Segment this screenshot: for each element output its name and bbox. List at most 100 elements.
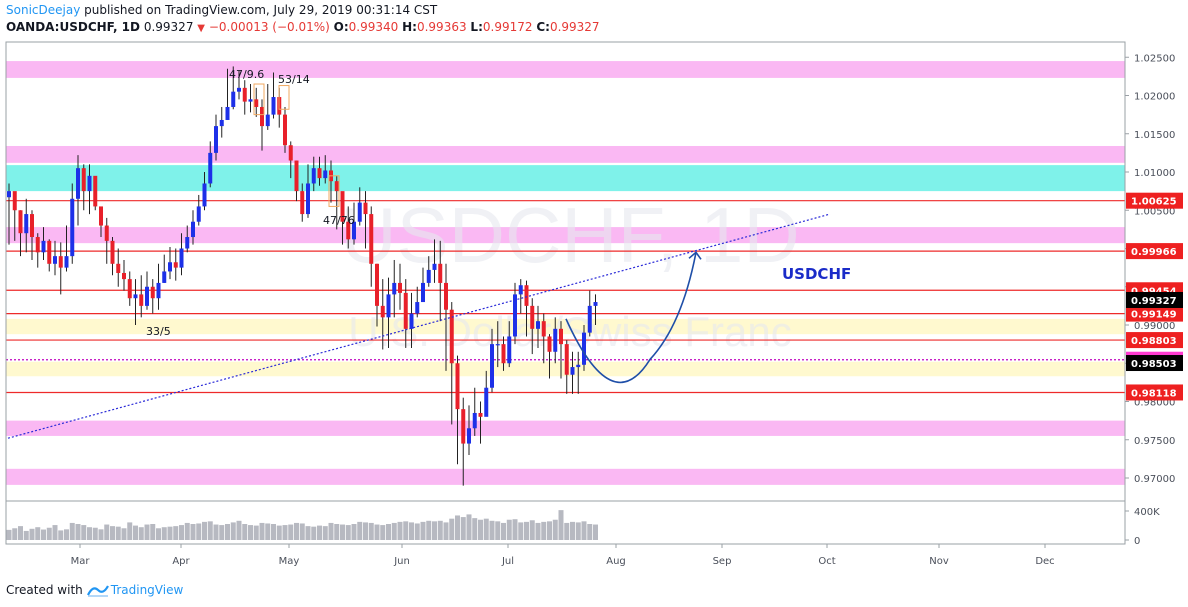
candle[interactable] bbox=[461, 397, 466, 486]
candle[interactable] bbox=[421, 267, 425, 303]
candle[interactable] bbox=[501, 336, 506, 371]
candle[interactable] bbox=[323, 155, 328, 184]
candle[interactable] bbox=[478, 401, 483, 444]
candle[interactable] bbox=[513, 282, 517, 345]
candle[interactable] bbox=[352, 202, 356, 245]
candle[interactable] bbox=[133, 279, 138, 325]
candle[interactable] bbox=[570, 351, 575, 394]
candle[interactable] bbox=[202, 172, 207, 211]
candle[interactable] bbox=[553, 317, 558, 364]
candle[interactable] bbox=[139, 275, 144, 318]
candle[interactable] bbox=[306, 164, 310, 218]
candle[interactable] bbox=[145, 271, 149, 310]
candle[interactable] bbox=[231, 66, 236, 110]
candle[interactable] bbox=[449, 302, 454, 425]
candle[interactable] bbox=[311, 156, 316, 192]
candle[interactable] bbox=[409, 292, 414, 348]
candle[interactable] bbox=[536, 305, 540, 348]
projection-curve[interactable] bbox=[565, 252, 697, 384]
candle[interactable] bbox=[70, 183, 75, 264]
candle[interactable] bbox=[242, 80, 247, 115]
candle[interactable] bbox=[219, 106, 224, 138]
candle[interactable] bbox=[438, 240, 443, 322]
candle[interactable] bbox=[472, 387, 477, 436]
candle[interactable] bbox=[392, 259, 397, 318]
candle[interactable] bbox=[41, 227, 46, 260]
candle[interactable] bbox=[127, 271, 132, 306]
candle[interactable] bbox=[173, 248, 178, 281]
candle[interactable] bbox=[398, 263, 402, 310]
candle[interactable] bbox=[576, 351, 581, 394]
candle[interactable] bbox=[432, 239, 437, 283]
candle[interactable] bbox=[340, 191, 345, 245]
candle[interactable] bbox=[265, 84, 270, 130]
candle[interactable] bbox=[455, 355, 460, 465]
candle[interactable] bbox=[260, 99, 264, 151]
candle[interactable] bbox=[122, 259, 126, 291]
candle[interactable] bbox=[369, 206, 374, 287]
candle[interactable] bbox=[30, 210, 34, 260]
candle[interactable] bbox=[185, 225, 190, 253]
candle[interactable] bbox=[53, 240, 57, 276]
candle[interactable] bbox=[93, 175, 98, 211]
candle[interactable] bbox=[12, 191, 17, 241]
candle[interactable] bbox=[58, 242, 63, 295]
candle[interactable] bbox=[288, 141, 293, 179]
candle[interactable] bbox=[237, 71, 241, 100]
candle[interactable] bbox=[363, 191, 368, 249]
candle[interactable] bbox=[168, 246, 172, 280]
candle[interactable] bbox=[587, 290, 592, 337]
author-link[interactable]: SonicDeejay bbox=[6, 3, 81, 17]
candle[interactable] bbox=[87, 164, 92, 215]
candle[interactable] bbox=[196, 194, 201, 226]
candle[interactable] bbox=[47, 239, 52, 272]
candle[interactable] bbox=[191, 210, 195, 245]
candle[interactable] bbox=[530, 298, 535, 355]
candle[interactable] bbox=[334, 175, 339, 230]
candle[interactable] bbox=[35, 233, 40, 268]
candle[interactable] bbox=[507, 321, 512, 368]
candle[interactable] bbox=[76, 155, 80, 226]
candle[interactable] bbox=[300, 183, 305, 222]
candle[interactable] bbox=[99, 206, 103, 238]
candle[interactable] bbox=[7, 183, 11, 245]
candle[interactable] bbox=[208, 141, 213, 188]
candle[interactable] bbox=[64, 225, 69, 272]
candle[interactable] bbox=[386, 277, 391, 348]
candle[interactable] bbox=[317, 156, 322, 186]
candle[interactable] bbox=[415, 286, 420, 318]
candle[interactable] bbox=[225, 68, 230, 120]
candle[interactable] bbox=[283, 106, 287, 153]
candle[interactable] bbox=[162, 254, 167, 283]
candle[interactable] bbox=[547, 334, 552, 379]
candle[interactable] bbox=[484, 370, 489, 417]
candle[interactable] bbox=[150, 279, 155, 314]
candle[interactable] bbox=[495, 321, 500, 368]
candle[interactable] bbox=[24, 198, 29, 253]
candle[interactable] bbox=[490, 328, 494, 393]
candle[interactable] bbox=[380, 279, 385, 350]
candle[interactable] bbox=[375, 263, 379, 327]
candle[interactable] bbox=[467, 405, 471, 456]
candle[interactable] bbox=[179, 233, 184, 276]
candle[interactable] bbox=[214, 114, 218, 161]
candle[interactable] bbox=[110, 237, 115, 276]
candle[interactable] bbox=[294, 160, 299, 202]
candle[interactable] bbox=[346, 206, 351, 249]
candle[interactable] bbox=[156, 263, 161, 310]
candle[interactable] bbox=[271, 72, 276, 119]
candle[interactable] bbox=[81, 164, 86, 211]
candle[interactable] bbox=[104, 217, 109, 264]
candle[interactable] bbox=[426, 256, 431, 287]
candle[interactable] bbox=[403, 279, 408, 348]
candle[interactable] bbox=[559, 321, 563, 379]
candle[interactable] bbox=[444, 263, 448, 371]
candle[interactable] bbox=[254, 87, 259, 117]
candle[interactable] bbox=[593, 294, 598, 325]
candle[interactable] bbox=[248, 84, 253, 113]
candle[interactable] bbox=[524, 280, 529, 337]
candle[interactable] bbox=[518, 279, 523, 314]
candle[interactable] bbox=[564, 340, 569, 394]
tradingview-brand[interactable]: TradingView bbox=[110, 583, 184, 597]
